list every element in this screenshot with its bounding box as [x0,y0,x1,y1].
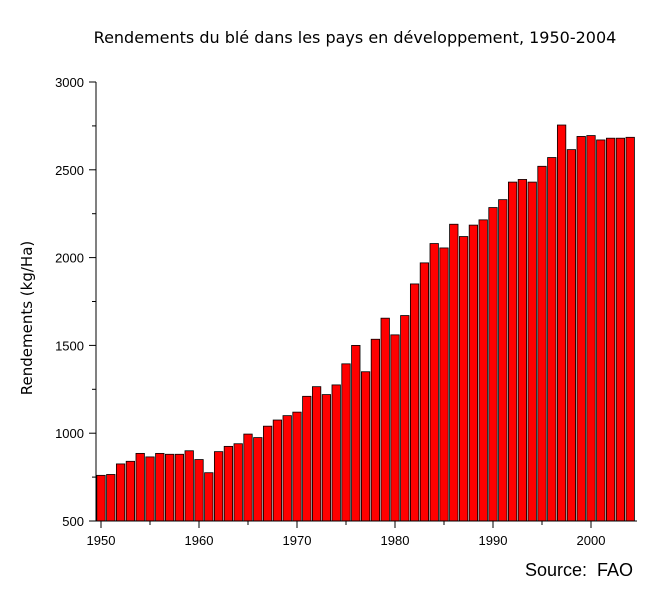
bar-1950 [96,474,106,522]
bar-2004 [625,136,635,522]
bar-2003 [615,137,626,522]
bar-1959 [184,450,194,522]
x-tick-label-1950: 1950 [87,533,116,548]
bar-1998 [566,149,577,522]
bar-1995 [537,165,547,522]
bar-1997 [556,124,567,522]
bar-1975 [341,363,351,522]
bar-1962 [213,451,224,522]
bar-1971 [302,395,312,522]
y-tick-label-1500: 1500 [55,338,84,353]
bar-1993 [517,179,528,522]
y-tick-label-2000: 2000 [55,251,84,266]
bar-1999 [576,136,586,522]
x-tick-label-1970: 1970 [283,533,312,548]
bar-1978 [370,338,381,522]
bar-1985 [439,247,449,522]
y-tick-label-1000: 1000 [55,426,84,441]
bar-1994 [527,181,537,522]
source-note: Source: FAO [524,560,633,580]
bar-1963 [223,445,234,522]
x-tick-label-1990: 1990 [479,533,508,548]
x-tick-label-1960: 1960 [185,533,214,548]
bar-1957 [164,453,175,522]
bar-1986 [449,223,459,522]
x-tick-label-1980: 1980 [381,533,410,548]
y-tick-label-3000: 3000 [55,75,84,90]
bar-1953 [125,460,136,522]
bar-2001 [596,139,606,522]
bar-1991 [498,199,508,522]
bar-1952 [115,463,126,522]
bar-1987 [458,236,469,522]
axes-group: 500 1000 1500 2000 2500 3000 1950 1960 1970 1980 1… [55,75,637,548]
bar-1989 [478,219,488,522]
bar-1982 [409,283,420,522]
y-tick-label-2500: 2500 [55,163,84,178]
bar-1988 [468,224,479,522]
bar-1974 [331,384,341,522]
bars-group [96,124,635,522]
bar-1965 [243,433,253,522]
bar-1969 [282,415,292,522]
bar-1981 [400,315,410,522]
bar-1984 [429,243,439,522]
bar-1970 [292,411,302,522]
bar-1977 [360,371,371,522]
bar-1966 [253,437,263,522]
bar-1992 [507,181,518,522]
bar-1960 [194,459,204,522]
bar-1967 [262,425,273,522]
bar-1961 [204,472,214,522]
bar-1996 [547,157,557,522]
chart-title: Rendements du blé dans les pays en dével… [93,28,617,47]
bar-1951 [106,474,116,522]
bar-1964 [233,443,243,522]
y-axis-title: Rendements (kg/Ha) [18,241,36,395]
bar-1983 [419,262,430,522]
bar-1973 [321,394,332,522]
bar-2000 [586,135,596,522]
bar-1968 [272,419,283,522]
bar-2002 [605,137,616,522]
bar-1958 [174,453,185,522]
bar-1972 [311,386,322,522]
y-tick-label-500: 500 [62,514,84,529]
x-tick-label-2000: 2000 [577,533,606,548]
bar-1980 [390,334,400,522]
bar-1990 [488,207,498,522]
bar-1954 [135,452,145,522]
bar-1955 [145,456,155,522]
bar-1956 [155,452,165,522]
bar-1976 [351,344,361,522]
bar-1979 [380,317,390,522]
